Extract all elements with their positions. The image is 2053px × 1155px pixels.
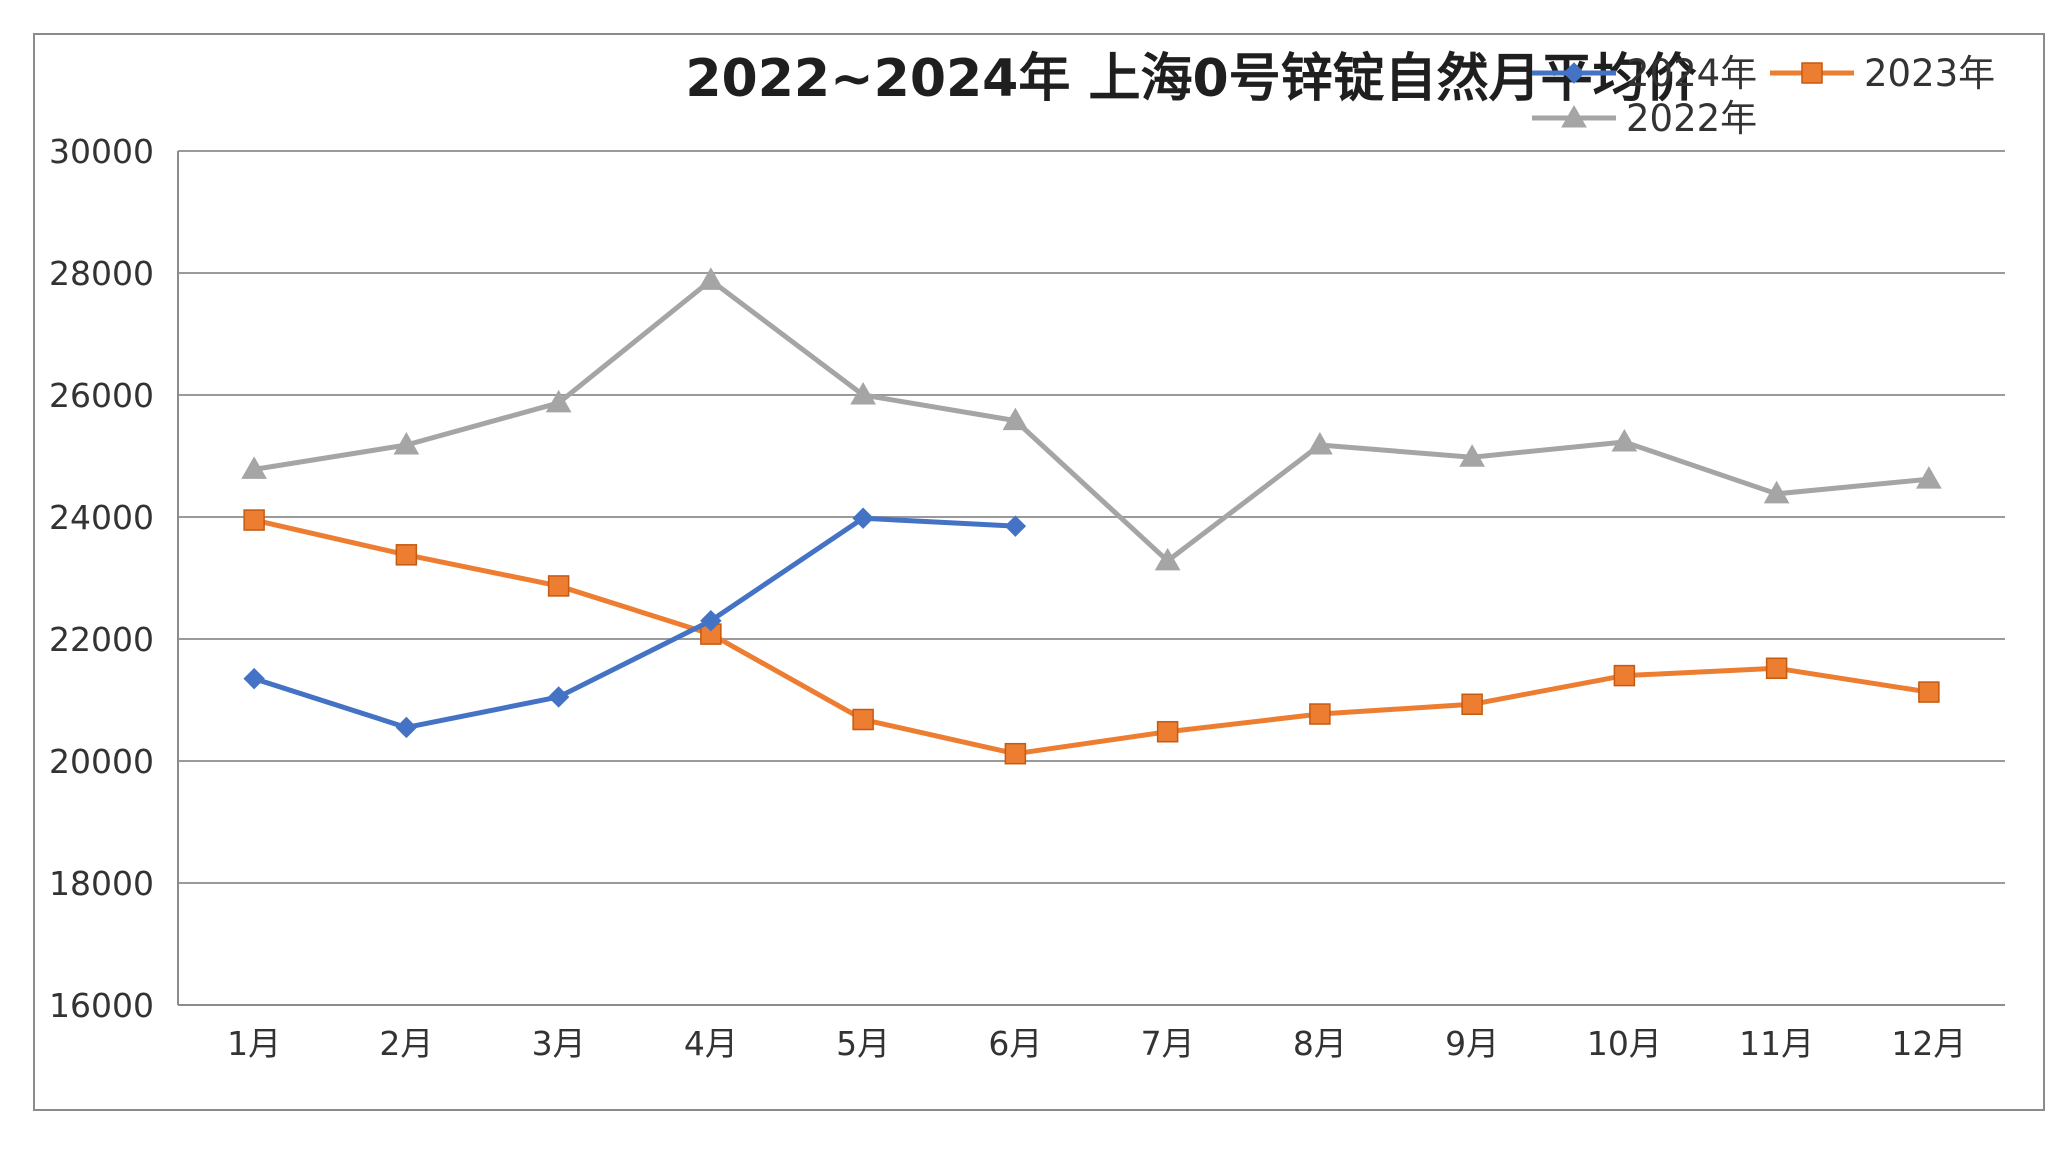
data-point [698, 267, 724, 290]
legend-item: 2024年 [1532, 52, 1757, 95]
series-line [251, 517, 1932, 757]
x-tick-label: 1月 [227, 1024, 281, 1063]
data-point [1613, 664, 1636, 687]
series-2023年 [243, 509, 1940, 765]
data-point [1918, 681, 1940, 703]
series-line [251, 277, 1932, 564]
data-point [393, 432, 420, 455]
data-point [547, 575, 570, 597]
data-point [1459, 444, 1485, 467]
x-tick-label: 2月 [379, 1024, 433, 1063]
y-tick-label: 26000 [49, 376, 154, 415]
x-tick-label: 5月 [836, 1024, 890, 1063]
x-tick-label: 8月 [1293, 1024, 1347, 1063]
x-tick-label: 12月 [1891, 1024, 1966, 1063]
data-point [1763, 480, 1790, 504]
legend-item: 2023年 [1770, 52, 1995, 95]
data-point [852, 708, 874, 731]
data-point [395, 544, 418, 566]
data-point [850, 381, 876, 405]
x-tick-label: 10月 [1587, 1024, 1662, 1063]
data-point [1461, 693, 1483, 716]
data-point [1307, 432, 1333, 455]
data-point [1004, 515, 1027, 537]
axis-layer: 16000 18000 20000 22000 24000 26000 28000 30000… [49, 132, 2005, 1063]
x-tick-label: 7月 [1141, 1024, 1195, 1063]
y-tick-label: 16000 [49, 986, 154, 1025]
series-layer [241, 267, 1942, 765]
y-tick-label: 24000 [49, 498, 154, 537]
chart-frame [33, 33, 2045, 1111]
y-tick-label: 30000 [49, 132, 154, 171]
legend-label: 2023年 [1864, 52, 1995, 95]
data-point [547, 686, 570, 708]
series-2022年 [241, 267, 1942, 571]
data-point [241, 456, 267, 479]
data-point [1309, 703, 1331, 725]
y-tick-label: 22000 [49, 620, 154, 659]
grid-layer [178, 150, 2005, 884]
legend-item: 2022年 [1532, 97, 1757, 140]
chart-title: 2022~2024年 上海0号锌锭自然月平均价 [685, 49, 1696, 109]
legend-label: 2022年 [1626, 97, 1757, 140]
legend-marker [1561, 104, 1587, 128]
y-tick-label: 20000 [49, 742, 154, 781]
data-point [395, 716, 418, 739]
data-point [1154, 547, 1181, 571]
data-point [545, 389, 572, 413]
data-point [1916, 466, 1942, 489]
legend-marker [1563, 62, 1585, 84]
legend-label: 2024年 [1626, 52, 1757, 95]
series-2024年 [243, 507, 1027, 739]
legend-marker [1801, 62, 1823, 84]
legend: 2024年 2023年 2022年 [1532, 52, 1995, 140]
data-point [852, 507, 874, 529]
data-point [1002, 407, 1029, 431]
data-point [243, 667, 265, 690]
data-point [1004, 742, 1027, 765]
x-tick-label: 4月 [684, 1024, 738, 1063]
x-tick-label: 9月 [1445, 1024, 1499, 1063]
y-tick-label: 28000 [49, 254, 154, 293]
data-point [1765, 657, 1788, 680]
data-point [1156, 720, 1179, 743]
x-tick-label: 11月 [1739, 1024, 1814, 1063]
x-tick-label: 3月 [532, 1024, 586, 1063]
data-point [243, 509, 265, 531]
y-tick-label: 18000 [49, 864, 154, 903]
series-line [251, 515, 1018, 730]
x-tick-label: 6月 [988, 1024, 1042, 1063]
data-point [1611, 428, 1638, 452]
data-point [700, 609, 722, 632]
